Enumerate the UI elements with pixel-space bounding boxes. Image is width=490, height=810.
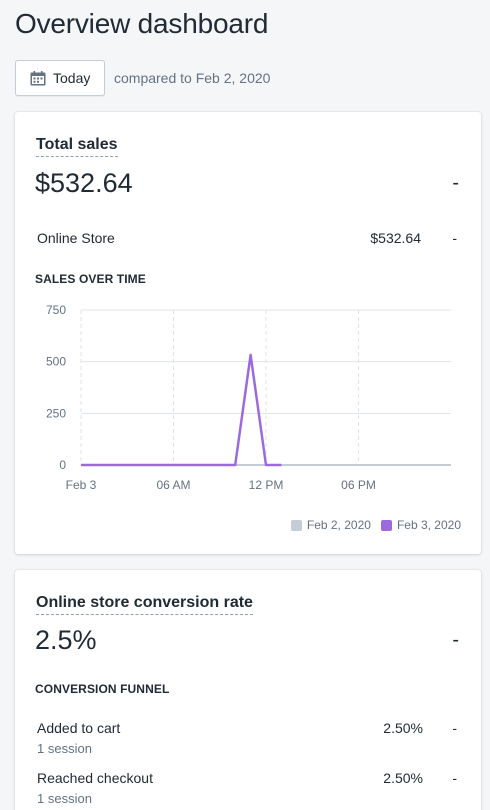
legend-swatch-current	[380, 519, 392, 531]
x-tick-label: 06 PM	[341, 478, 376, 492]
date-picker-label: Today	[53, 70, 91, 86]
x-tick-label: 06 AM	[156, 478, 190, 492]
funnel-step-sessions: 1 session	[37, 791, 92, 806]
legend-label-previous: Feb 2, 2020	[306, 518, 371, 532]
calendar-icon	[30, 70, 46, 85]
legend-label-current: Feb 3, 2020	[396, 518, 461, 532]
funnel-step-label: Added to cart	[37, 720, 121, 736]
total-sales-title[interactable]: Total sales	[36, 136, 118, 157]
x-tick-label: 12 PM	[249, 478, 284, 492]
conversion-funnel-heading: CONVERSION FUNNEL	[35, 682, 170, 696]
y-tick-label: 250	[46, 406, 66, 420]
conversion-rate-card: Online store conversion rate 2.5% - CONV…	[15, 570, 481, 810]
breakdown-row-label: Online Store	[37, 230, 115, 246]
conversion-rate-value: 2.5%	[35, 625, 97, 655]
funnel-step-sessions: 1 session	[37, 741, 92, 756]
breakdown-row-value: $532.64	[370, 230, 421, 246]
series-line-current	[81, 353, 282, 467]
y-tick-label: 500	[46, 355, 66, 369]
sales-over-time-chart: 0 250 500 750 Feb 3 06 AM 12 PM 06 PM	[46, 303, 451, 492]
y-tick-label: 750	[46, 303, 66, 317]
funnel-step-value: 2.50%	[383, 770, 423, 786]
total-sales-change: -	[452, 172, 459, 194]
total-sales-card: Total sales $532.64 - Online Store $532.…	[15, 112, 481, 554]
conversion-rate-title[interactable]: Online store conversion rate	[36, 594, 253, 615]
funnel-step-change: -	[452, 720, 457, 736]
funnel-step-change: -	[452, 770, 457, 786]
legend-item-previous[interactable]: Feb 2, 2020	[290, 518, 371, 532]
comparison-text: compared to Feb 2, 2020	[114, 70, 271, 86]
chart-legend: Feb 2, 2020 Feb 3, 2020	[281, 518, 461, 532]
funnel-step-value: 2.50%	[383, 720, 423, 736]
sales-over-time-heading: SALES OVER TIME	[35, 272, 146, 286]
legend-swatch-previous	[290, 519, 302, 531]
page-title: Overview dashboard	[15, 8, 269, 39]
date-picker-button[interactable]: Today	[15, 60, 105, 96]
y-tick-label: 0	[59, 458, 66, 472]
breakdown-row-change: -	[452, 230, 457, 246]
legend-item-current[interactable]: Feb 3, 2020	[380, 518, 461, 532]
x-tick-label: Feb 3	[66, 478, 97, 492]
conversion-rate-change: -	[452, 629, 459, 651]
funnel-step-label: Reached checkout	[37, 770, 153, 786]
total-sales-value: $532.64	[35, 168, 133, 198]
